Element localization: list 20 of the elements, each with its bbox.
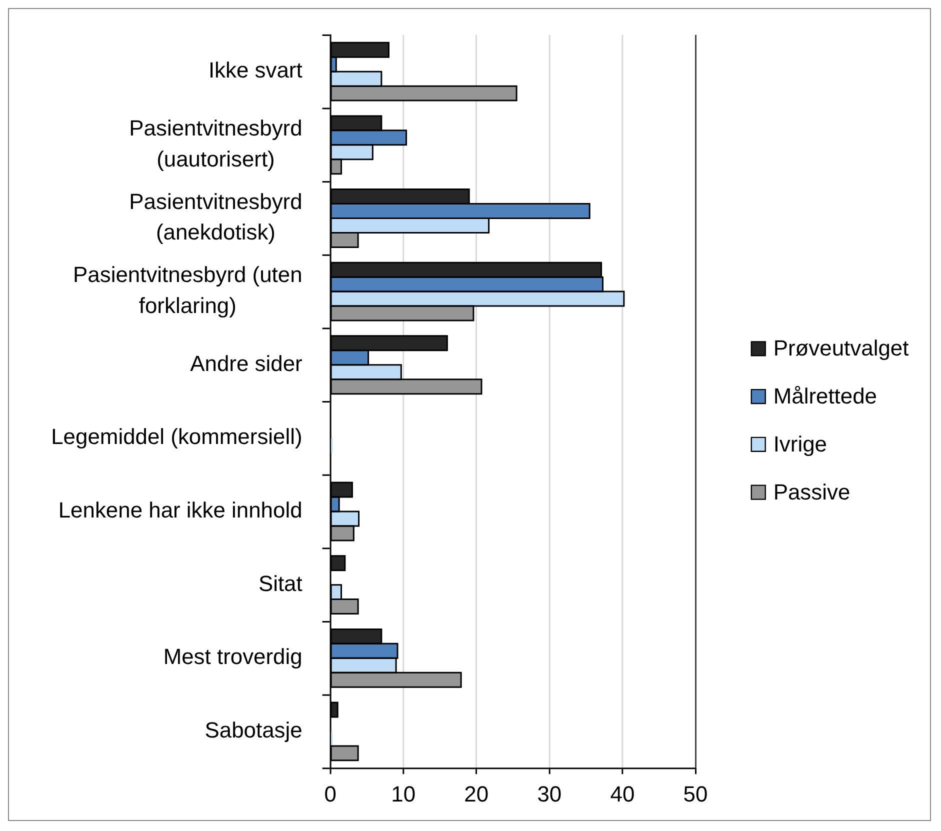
y-tick-label: Mest troverdig — [163, 644, 302, 670]
y-tick-label: Lenkene har ikke innhold — [58, 498, 302, 523]
y-tick-label: Sitat — [258, 570, 302, 596]
legend-label: Målrettede — [773, 384, 878, 409]
x-tick-label: 40 — [610, 781, 635, 806]
y-tick-label: Pasientvitnesbyrd (anekdotisk) — [129, 188, 302, 245]
x-tick-label: 30 — [537, 781, 562, 806]
legend-label: Prøveutvalget — [773, 336, 909, 361]
x-tick-label: 50 — [683, 781, 708, 806]
y-tick-label: Pasientvitnesbyrd (uten forklaring) — [73, 262, 302, 318]
y-tick-label: Legemiddel (kommersiell) — [51, 424, 302, 450]
y-tick-label: Pasientvitnesbyrd (uautorisert) — [129, 116, 302, 172]
legend-label: Ivrige — [773, 431, 828, 456]
y-tick-label: Sabotasje — [204, 718, 302, 743]
x-tick-label: 0 — [324, 781, 336, 806]
x-tick-label: 20 — [464, 781, 489, 806]
y-tick-label: Ikke svart — [208, 58, 302, 83]
legend-label: Passive — [773, 479, 850, 504]
x-tick-label: 10 — [391, 781, 416, 806]
y-tick-label: Andre sider — [190, 350, 302, 376]
